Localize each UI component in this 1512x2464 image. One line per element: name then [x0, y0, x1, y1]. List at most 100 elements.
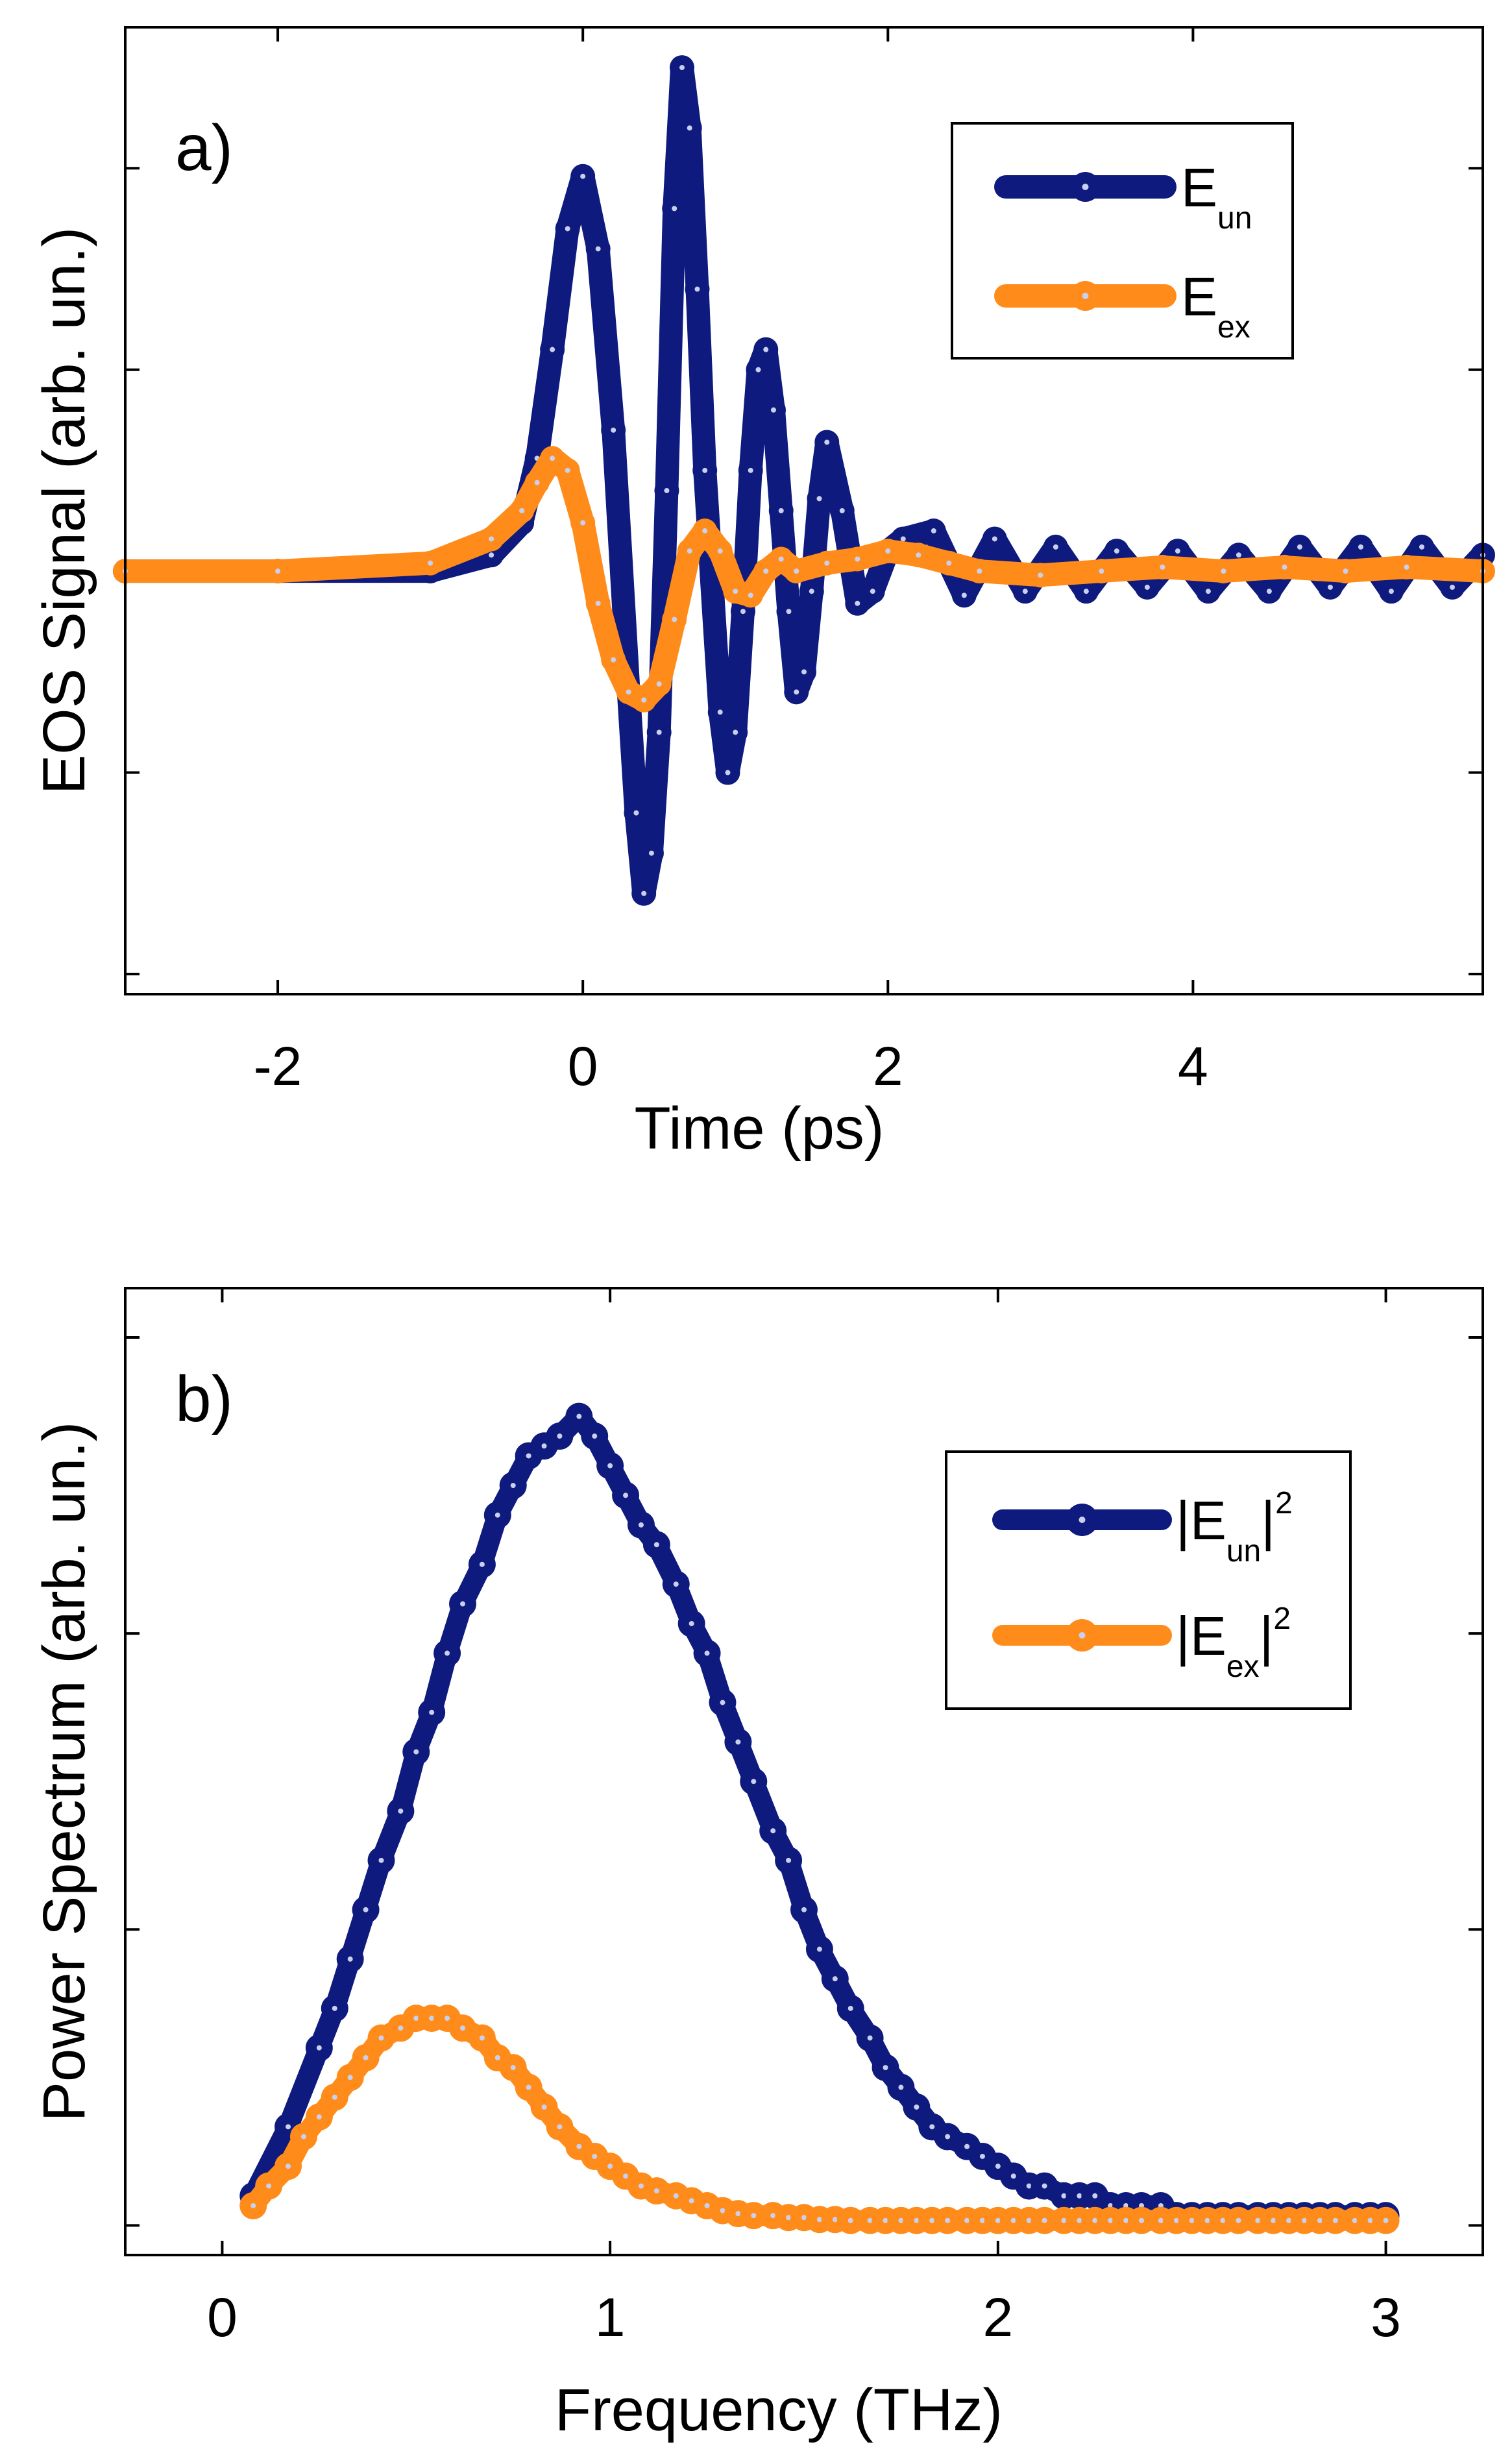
data-point-highlight — [429, 2016, 435, 2021]
data-point-highlight — [510, 1483, 516, 1489]
data-point-highlight — [1317, 2217, 1323, 2223]
panel-a-x-axis-title: Time (ps) — [634, 1095, 884, 1162]
data-point-highlight — [763, 568, 769, 574]
data-point-highlight — [702, 467, 708, 473]
data-point-highlight — [534, 480, 540, 485]
data-point-highlight — [611, 657, 616, 663]
legend-sample-e-ex-squared — [992, 1619, 1172, 1652]
data-point-highlight — [1236, 2217, 1241, 2223]
data-point-highlight — [565, 467, 570, 473]
legend-e-ex-sq-name: |E — [1176, 1605, 1226, 1666]
panel-a-x-tick-labels: -2 0 2 4 — [254, 1036, 1208, 1097]
data-point-highlight — [479, 2035, 485, 2041]
data-point-highlight — [748, 592, 753, 598]
series-line-ex — [243, 2008, 1396, 2231]
data-point-highlight — [720, 1700, 726, 1705]
legend-sample-e-un-squared — [992, 1504, 1172, 1536]
data-point-highlight — [1343, 568, 1348, 574]
x-tick-label: 3 — [1371, 2287, 1401, 2348]
data-point-highlight — [526, 2084, 531, 2090]
data-point-highlight — [1271, 2217, 1276, 2223]
data-point-highlight — [266, 2183, 272, 2189]
data-point-highlight — [1221, 568, 1226, 574]
data-point-highlight — [824, 560, 830, 566]
data-point-highlight — [770, 2213, 776, 2219]
data-point-highlight — [1266, 589, 1272, 594]
data-point-highlight — [607, 2164, 613, 2169]
data-point-highlight — [900, 536, 906, 542]
data-point-highlight — [300, 2134, 306, 2140]
data-point-highlight — [494, 2055, 500, 2060]
data-point-highlight — [275, 568, 281, 574]
data-point-highlight — [1205, 589, 1211, 594]
data-point-highlight — [816, 1946, 822, 1952]
legend-e-un-subscript: un — [1217, 201, 1252, 236]
data-point-highlight — [595, 600, 601, 606]
data-point-highlight — [1220, 2217, 1226, 2223]
data-point-highlight — [794, 689, 799, 695]
data-point-highlight — [992, 536, 997, 542]
data-point-highlight — [565, 226, 570, 232]
data-point-highlight — [751, 1779, 757, 1785]
data-point-highlight — [1144, 584, 1150, 590]
data-point-highlight — [870, 589, 875, 594]
data-point-highlight — [638, 1522, 644, 1528]
legend-label-e-ex-squared: |Eex|2 — [1176, 1602, 1291, 1684]
data-point-highlight — [576, 2143, 582, 2149]
data-point-highlight — [689, 2198, 694, 2204]
data-point-highlight — [979, 2153, 985, 2159]
data-point-highlight — [931, 528, 936, 534]
legend-label-e-un-squared: |Eun|2 — [1176, 1486, 1293, 1568]
data-point-highlight — [398, 1808, 404, 1814]
legend-e-ex-name: E — [1181, 266, 1217, 327]
legend-e-un-sq-bar: | — [1261, 1490, 1275, 1551]
data-point-highlight — [898, 2217, 904, 2223]
data-point-highlight — [801, 669, 807, 675]
data-point-highlight — [541, 2104, 547, 2110]
x-tick-label: 2 — [873, 1036, 903, 1097]
data-point-highlight — [626, 689, 631, 695]
data-point-highlight — [855, 600, 860, 606]
data-point-highlight — [1010, 2173, 1016, 2179]
data-point-highlight — [702, 528, 708, 534]
data-point-highlight — [580, 520, 586, 526]
data-point-highlight — [755, 367, 761, 372]
data-point-highlight — [656, 729, 662, 735]
data-point-highlight — [653, 2188, 659, 2194]
x-tick-label: 1 — [595, 2287, 626, 2348]
data-point-highlight — [1061, 2193, 1067, 2199]
data-point-highlight — [786, 1857, 792, 1863]
data-point-highlight — [363, 1907, 369, 1912]
data-point-highlight — [778, 556, 784, 562]
data-point-highlight — [1092, 2217, 1098, 2223]
data-point-highlight — [1189, 2217, 1195, 2223]
legend-marker-highlight — [1082, 293, 1089, 299]
data-point-highlight — [557, 2124, 563, 2130]
data-point-highlight — [898, 2084, 904, 2090]
data-point-highlight — [687, 125, 692, 131]
data-point-highlight — [1158, 2217, 1164, 2223]
data-point-highlight — [914, 2217, 920, 2223]
data-point-highlight — [460, 1601, 466, 1607]
panel-b-x-tick-labels: 0 1 2 3 — [207, 2287, 1401, 2348]
data-point-highlight — [641, 697, 647, 703]
x-tick-label: 4 — [1178, 1036, 1208, 1097]
data-point-highlight — [1092, 2193, 1098, 2199]
legend-sample-e-un — [994, 172, 1177, 202]
data-point-highlight — [914, 2104, 920, 2110]
data-point-highlight — [883, 2217, 888, 2223]
data-point-highlight — [1282, 564, 1287, 570]
data-point-highlight — [378, 1857, 384, 1863]
data-point-highlight — [929, 2124, 935, 2130]
legend-sample-e-ex — [994, 281, 1177, 311]
data-point-highlight — [576, 1413, 582, 1419]
data-point-highlight — [611, 427, 616, 433]
x-tick-label: -2 — [254, 1036, 302, 1097]
data-point-highlight — [720, 2208, 726, 2214]
data-point-highlight — [398, 2025, 404, 2031]
data-point-highlight — [832, 1976, 838, 1982]
data-point-highlight — [1038, 572, 1043, 578]
data-point-highlight — [832, 2217, 838, 2223]
data-point-highlight — [770, 407, 776, 413]
data-point-highlight — [1042, 2217, 1047, 2223]
